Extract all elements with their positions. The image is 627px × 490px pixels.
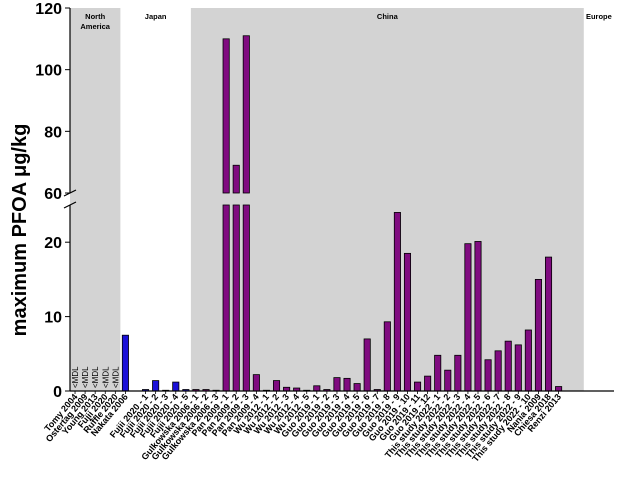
- y-tick-label: 120: [35, 1, 62, 18]
- bar-lower-segment: [242, 204, 250, 392]
- mdl-label: <MDL: [71, 366, 80, 388]
- bar: [403, 252, 412, 392]
- bar: [414, 381, 422, 392]
- bar: [544, 256, 553, 392]
- bar-lower-segment: [222, 204, 230, 392]
- y-tick-label: 0: [53, 384, 62, 401]
- y-tick-label: 60: [44, 186, 62, 203]
- region-label-north-america: North America: [80, 12, 110, 31]
- bar: [343, 377, 351, 392]
- bar-upper-segment: [232, 164, 240, 194]
- bar: [514, 344, 522, 392]
- bar-lower-segment: [232, 204, 240, 392]
- bar: [363, 338, 371, 392]
- bar-upper-segment: [242, 35, 250, 194]
- bar: [524, 329, 532, 392]
- bar: [313, 385, 321, 392]
- y-tick-label: 20: [44, 235, 62, 252]
- region-labels: North America Japan China Europe: [80, 12, 611, 31]
- mdl-label: <MDL: [101, 366, 110, 388]
- bar: [152, 380, 160, 392]
- region-label-china: China: [377, 12, 399, 21]
- mdl-label: <MDL: [91, 366, 100, 388]
- region-shading: [70, 8, 584, 391]
- region-label-japan: Japan: [145, 12, 167, 21]
- bar: [424, 375, 432, 392]
- bar: [534, 278, 542, 392]
- mdl-label: <MDL: [81, 366, 90, 388]
- bar: [252, 374, 260, 392]
- bar: [444, 369, 452, 392]
- bar: [484, 359, 492, 392]
- y-tick-label: 10: [44, 310, 62, 327]
- mdl-label: <MDL: [111, 366, 120, 388]
- y-axis-label: maximum PFOA μg/kg: [9, 124, 31, 337]
- axes-group: 0 10 20 60 80 100 120: [35, 1, 614, 401]
- bar: [383, 321, 391, 392]
- axis-break-mark: [63, 201, 77, 209]
- bar: [121, 334, 129, 392]
- bar: [464, 243, 472, 392]
- bar: [393, 212, 401, 392]
- bar: [454, 354, 462, 392]
- bar: [172, 381, 180, 392]
- region-shade-north-america: [70, 8, 121, 391]
- bar: [333, 377, 341, 392]
- bar-upper-segment: [222, 38, 230, 194]
- bar: [494, 350, 502, 392]
- bar: [353, 383, 361, 392]
- bar: [434, 354, 442, 392]
- bar: [555, 386, 563, 392]
- bar: [474, 241, 482, 392]
- bar: [504, 340, 512, 392]
- region-label-europe: Europe: [586, 12, 612, 21]
- y-tick-label: 100: [35, 63, 62, 80]
- y-tick-label: 80: [44, 124, 62, 141]
- bar: [272, 380, 281, 392]
